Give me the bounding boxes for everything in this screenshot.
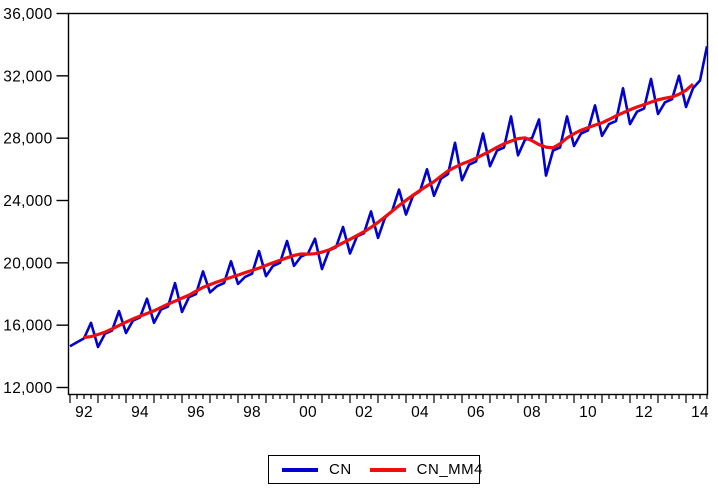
x-tick-label: 12 — [635, 404, 653, 421]
x-tick-label: 00 — [299, 404, 317, 421]
legend-line-cn-mm4 — [369, 467, 406, 472]
legend: CN CN_MM4 — [268, 455, 484, 484]
series-line-cn — [69, 45, 709, 349]
y-tick-label: 16,000 — [3, 318, 52, 335]
x-tick-label: 04 — [411, 404, 429, 421]
x-tick-label: 14 — [691, 404, 709, 421]
y-tick-label: 32,000 — [3, 68, 52, 85]
plot-frame — [67, 12, 709, 396]
y-tick-label: 28,000 — [3, 131, 52, 148]
x-tick-label: 10 — [579, 404, 597, 421]
legend-label-cn: CN — [329, 461, 352, 478]
y-tick-label: 12,000 — [3, 380, 52, 397]
legend-line-cn — [282, 467, 318, 472]
x-tick-label: 08 — [523, 404, 541, 421]
x-tick-label: 96 — [187, 404, 205, 421]
series-line-cn_mm4 — [83, 82, 695, 340]
x-tick-label: 02 — [355, 404, 373, 421]
x-tick-label: 94 — [131, 404, 149, 421]
x-tick-label: 92 — [75, 404, 93, 421]
y-tick-label: 20,000 — [3, 255, 52, 272]
legend-label-cn-mm4: CN_MM4 — [416, 461, 484, 478]
y-tick-label: 24,000 — [3, 193, 52, 210]
y-tick-label: 36,000 — [3, 6, 52, 23]
x-tick-label: 98 — [243, 404, 261, 421]
x-tick-label: 06 — [467, 404, 485, 421]
